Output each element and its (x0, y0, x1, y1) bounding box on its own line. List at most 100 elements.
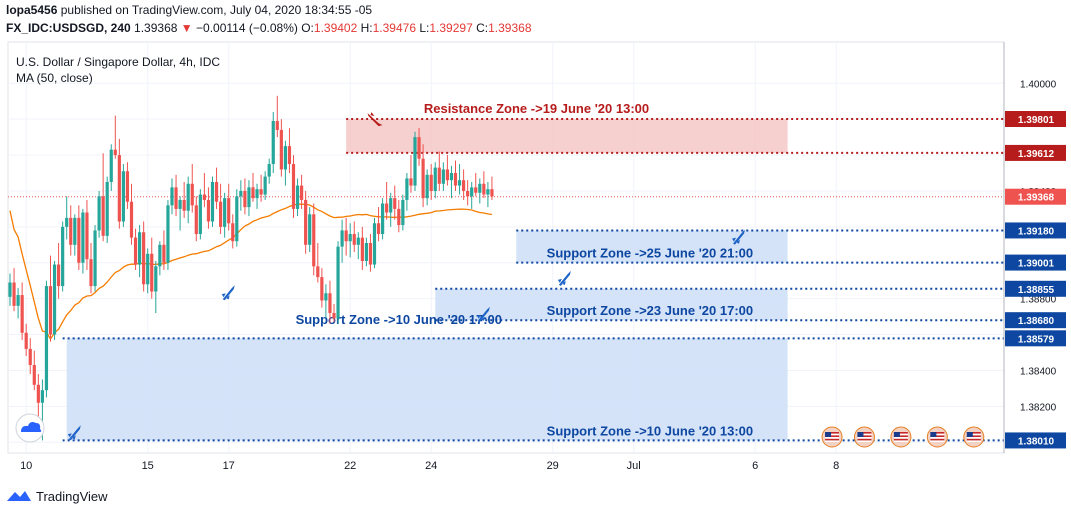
flag-stripe (930, 432, 945, 434)
us-flag-event-icon (926, 426, 948, 448)
candle-body (52, 264, 57, 335)
candle-body (109, 149, 113, 182)
price-label-text: 1.39180 (1018, 226, 1055, 237)
rocket-up-icon (476, 306, 490, 322)
candle-body (210, 181, 215, 222)
candle-body (259, 189, 263, 195)
price-label-text: 1.38680 (1018, 316, 1055, 327)
candle-body (206, 199, 211, 222)
candle-body (304, 199, 308, 245)
candle-body (174, 187, 178, 209)
candle-body (12, 282, 16, 306)
candle-body (328, 293, 332, 314)
flag-stripe (930, 438, 945, 441)
candle-body (194, 205, 198, 235)
price-label-text: 1.38855 (1018, 285, 1055, 296)
flag-stripe (857, 432, 872, 434)
candle-body (166, 205, 170, 263)
cloud-icon[interactable] (15, 413, 45, 443)
candle-body (170, 187, 174, 206)
last-price: 1.39368 (134, 21, 178, 35)
x-tick-label: 10 (20, 460, 32, 472)
candle-body (283, 146, 287, 170)
price-label-text: 1.38010 (1018, 436, 1055, 447)
candle-body (133, 237, 138, 265)
rocket-shape (557, 270, 571, 286)
ma-line (9, 203, 492, 341)
price-label-box (1005, 312, 1066, 329)
rocket-shape (67, 425, 81, 441)
price-label-text: 1.39801 (1018, 115, 1055, 126)
candle-body (421, 158, 425, 199)
flag-canton (966, 432, 973, 437)
candle-body (69, 217, 73, 245)
publish-text: published on TradingView.com, July 04, 2… (60, 3, 373, 17)
candle-body (393, 198, 397, 209)
candle-body (352, 234, 356, 245)
candle-body (77, 217, 81, 263)
candle-body (291, 164, 296, 209)
author-name: lopa5456 (6, 3, 58, 17)
candle-body (413, 137, 417, 186)
symbol-label: FX_IDC:USDSGD, 240 (6, 21, 131, 35)
flag-canton (893, 432, 900, 437)
x-tick-label: 8 (833, 460, 839, 472)
candle-body (263, 176, 267, 195)
candle-body (158, 244, 162, 267)
chart-title: U.S. Dollar / Singapore Dollar, 4h, IDC (16, 55, 220, 69)
rocket-shape (367, 112, 383, 127)
x-tick-label: 17 (223, 460, 235, 472)
candle-body (129, 201, 134, 238)
flag-stripe (966, 432, 981, 434)
flag-canton (930, 432, 937, 437)
flag-stripe (825, 435, 840, 437)
candle-body (255, 189, 259, 199)
candle-body (486, 189, 490, 195)
x-tick-label: Jul (627, 460, 641, 472)
low-value: 1.39297 (429, 21, 473, 35)
candle-body (453, 173, 458, 186)
flag-stripe (893, 432, 908, 434)
candle-body (214, 181, 219, 202)
candle-body (360, 237, 364, 261)
candle-body (308, 214, 312, 245)
candle-body (125, 171, 130, 202)
markers (67, 112, 745, 441)
candle-body (425, 174, 429, 199)
candle-body (376, 223, 381, 235)
price-label-box (1005, 188, 1066, 205)
support-zone-label: Support Zone ->10 June '20 13:00 (547, 423, 753, 438)
candle-body (150, 253, 154, 292)
candle-body (190, 183, 194, 206)
candle-body (462, 180, 466, 191)
tradingview-logo-icon[interactable] (6, 488, 32, 504)
candle-body (142, 232, 146, 285)
candle-body (279, 129, 283, 170)
candle-body (478, 183, 482, 193)
support-zone (516, 230, 788, 263)
x-tick-label: 15 (142, 460, 154, 472)
us-flag-event-icon (890, 426, 912, 448)
candle-body (457, 180, 462, 186)
candle-body (182, 199, 186, 211)
brand-text: TradingView (36, 488, 108, 504)
support-zone (435, 288, 788, 321)
candle-body (219, 201, 223, 227)
y-tick-label: 1.40000 (1020, 79, 1057, 90)
flag-stripe (825, 438, 840, 441)
candle-body (449, 173, 454, 181)
candle-body (48, 286, 53, 335)
candle-body (368, 243, 373, 265)
price-label-box (1005, 144, 1066, 161)
candle-body (36, 384, 40, 403)
candle-body (441, 169, 445, 184)
economic-events[interactable] (821, 426, 985, 448)
us-flag-event-icon (853, 426, 875, 448)
candle-body (381, 203, 385, 235)
flag-canton (825, 432, 832, 437)
us-flag-event-icon (963, 426, 985, 448)
flag-stripe (966, 435, 981, 437)
axes: 1.400001.398001.396001.394001.392001.390… (20, 42, 1066, 472)
ma-legend: MA (50, close) (16, 71, 93, 85)
